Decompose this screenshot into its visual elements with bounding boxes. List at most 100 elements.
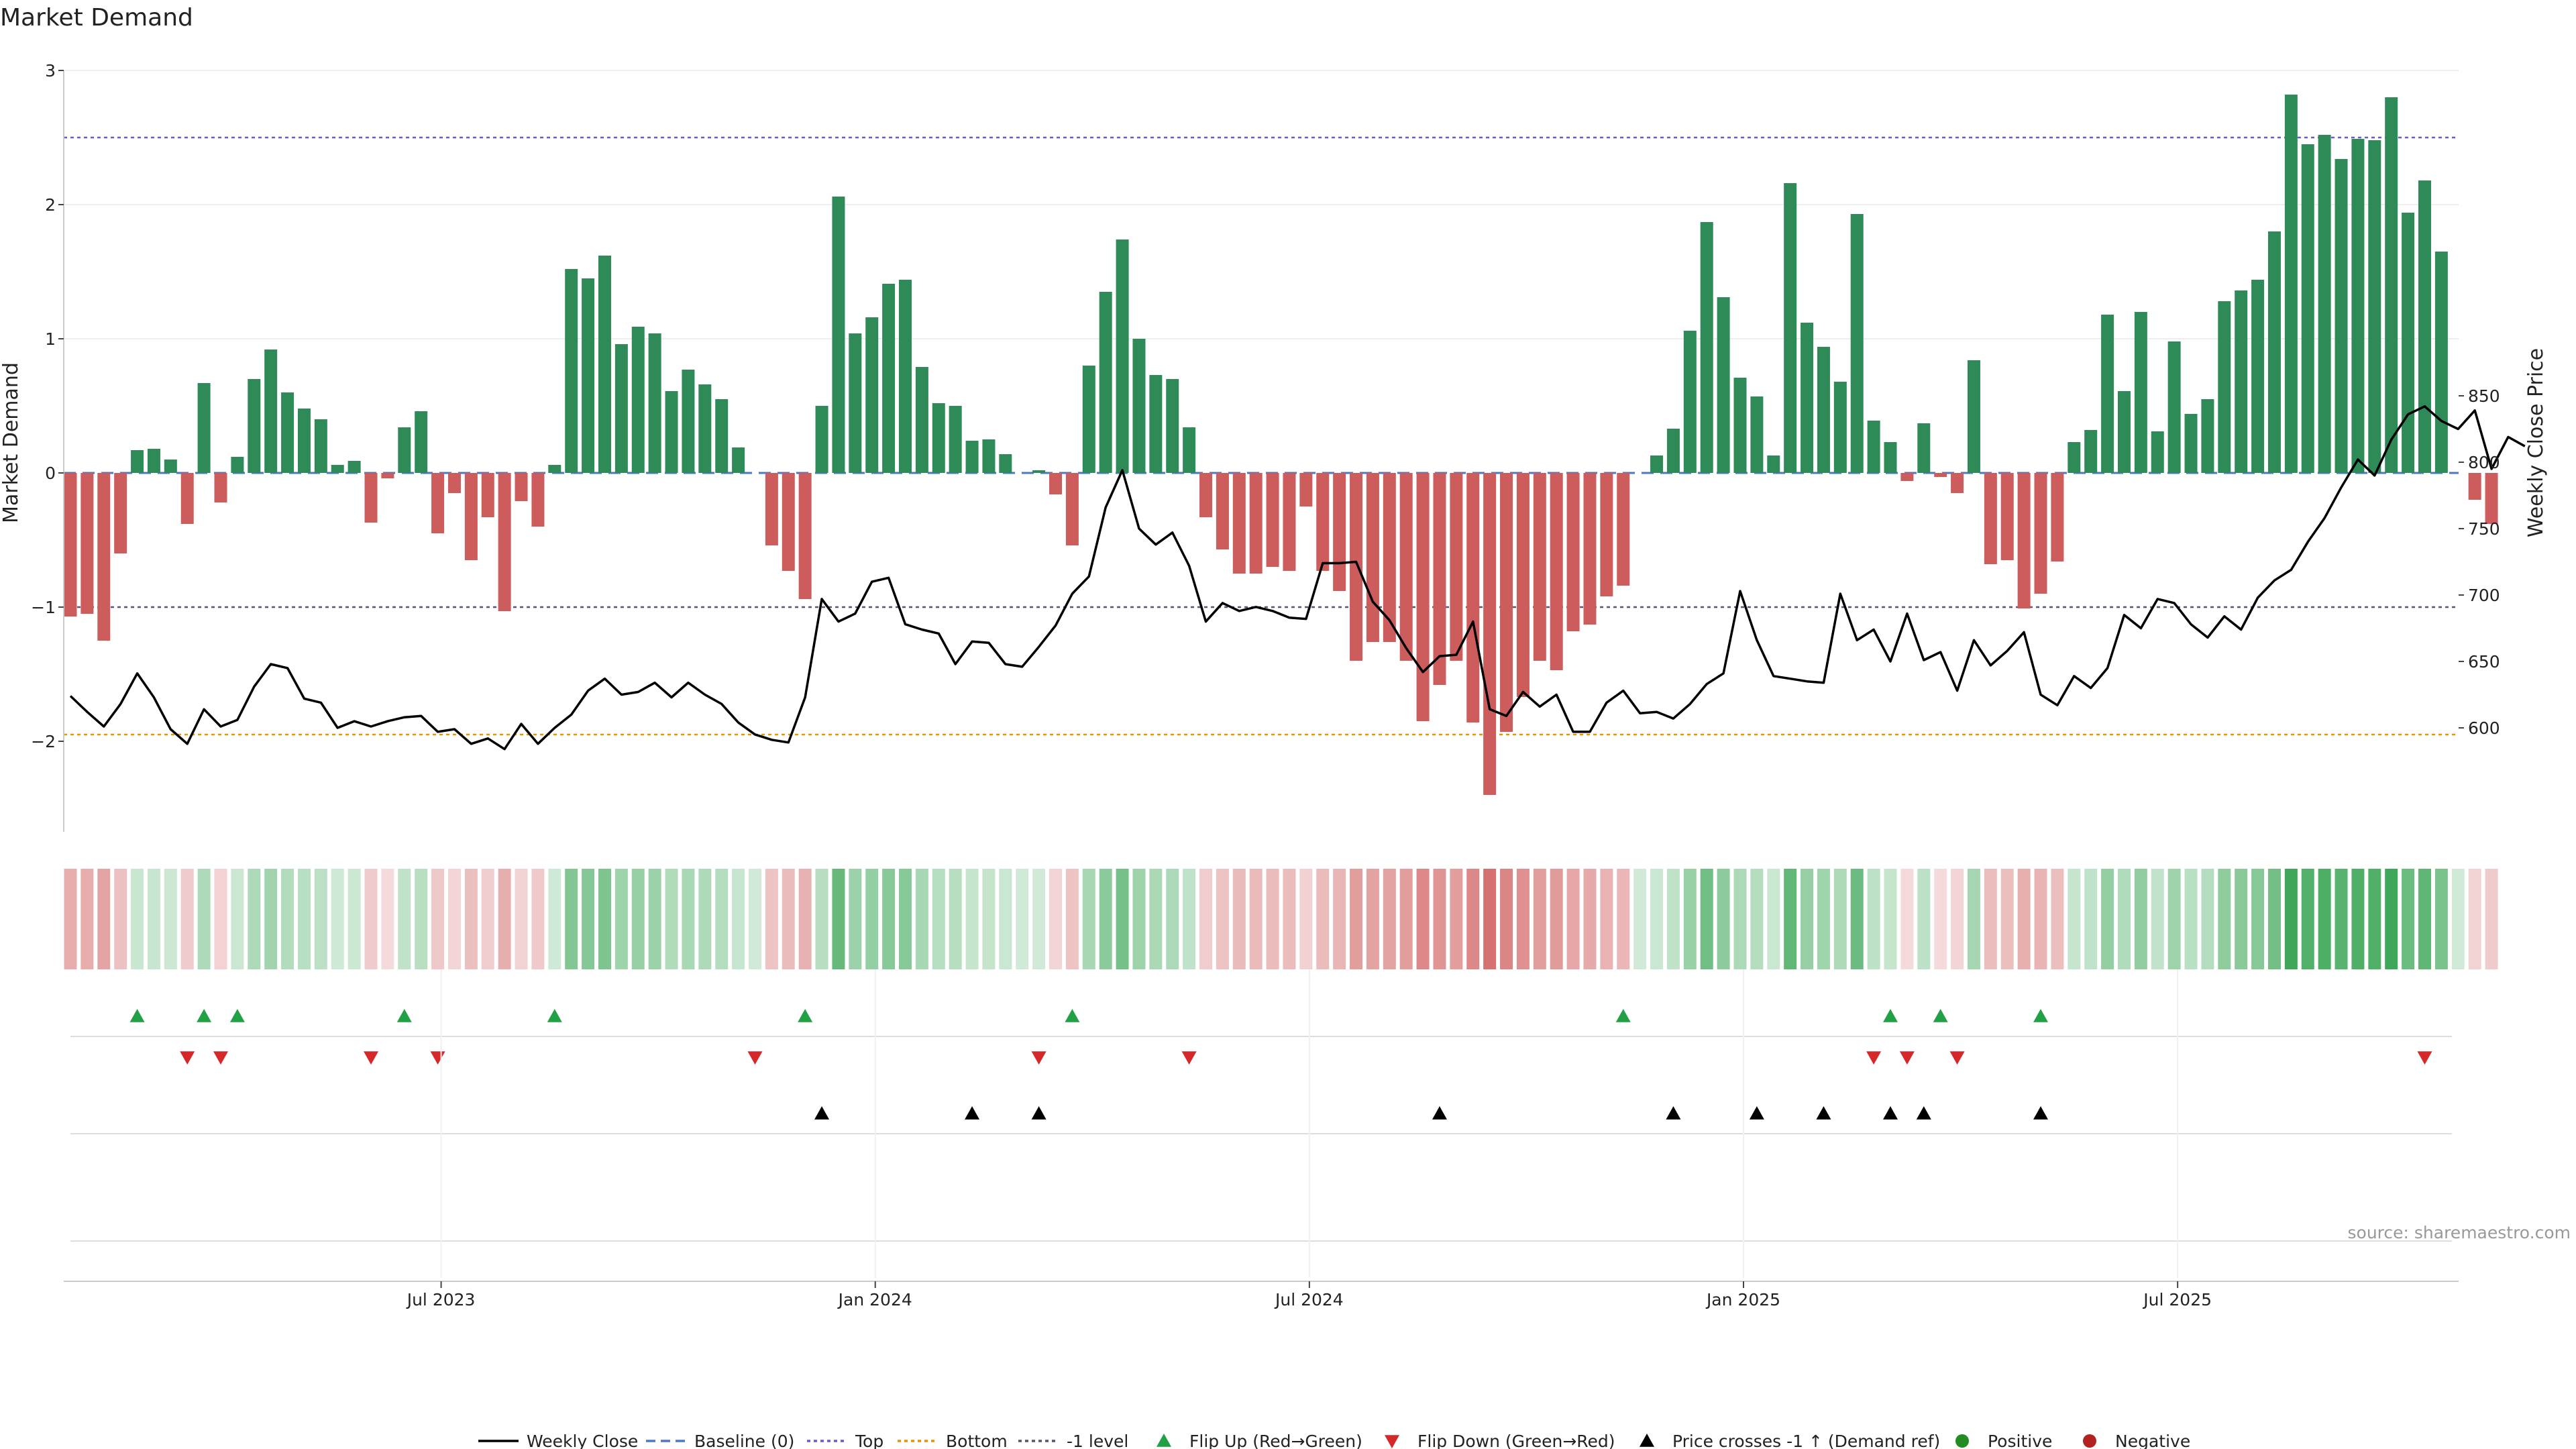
demand-bar	[849, 333, 862, 473]
demand-bar	[1116, 239, 1129, 473]
demand-bar	[732, 447, 745, 473]
heat-cell	[1016, 869, 1029, 969]
heat-cell	[732, 869, 745, 969]
demand-bar	[2468, 473, 2481, 500]
demand-bar	[982, 439, 996, 473]
demand-bar	[1350, 473, 1363, 661]
y-left-tick-label: 3	[45, 61, 56, 80]
demand-bar	[1299, 473, 1313, 506]
flip-down-marker	[1949, 1051, 1965, 1065]
demand-bar	[1383, 473, 1396, 642]
heat-cell	[531, 869, 545, 969]
demand-bar	[2134, 312, 2147, 473]
demand-bar	[2434, 252, 2448, 473]
heat-cell	[1099, 869, 1112, 969]
demand-bar	[999, 454, 1012, 473]
heat-cell	[2084, 869, 2098, 969]
heat-cell	[815, 869, 828, 969]
heat-cell	[1900, 869, 1914, 969]
demand-bar	[765, 473, 778, 545]
heat-cell	[2301, 869, 2314, 969]
heat-cell	[64, 869, 77, 969]
demand-bar	[164, 460, 177, 473]
heat-cell	[2167, 869, 2181, 969]
demand-bar	[2151, 431, 2164, 473]
demand-bar	[1650, 455, 1664, 473]
demand-bar	[1166, 379, 1179, 473]
demand-bar	[64, 473, 77, 616]
demand-bar	[782, 473, 795, 571]
price-cross-marker	[1916, 1106, 1931, 1120]
demand-bar	[2201, 399, 2214, 473]
flip-down-marker	[1866, 1051, 1882, 1065]
demand-bar	[1399, 473, 1413, 661]
heat-cell	[297, 869, 311, 969]
flip-down-marker	[213, 1051, 229, 1065]
demand-bar	[1700, 222, 1713, 473]
demand-bar	[498, 473, 511, 611]
demand-bar	[565, 269, 578, 473]
heat-cell	[2267, 869, 2281, 969]
heat-cell	[2385, 869, 2398, 969]
demand-bar	[1550, 473, 1563, 670]
grid-lines	[64, 70, 2459, 339]
heat-cell	[1266, 869, 1279, 969]
legend-positive-label: Positive	[1988, 1432, 2052, 1449]
heat-cell	[314, 869, 327, 969]
heat-cell	[631, 869, 645, 969]
heat-cell	[2218, 869, 2231, 969]
heat-cell	[782, 869, 795, 969]
heat-cell	[965, 869, 979, 969]
demand-bar	[114, 473, 127, 553]
demand-bar	[1366, 473, 1379, 642]
demand-bar	[515, 473, 528, 501]
demand-bar	[531, 473, 545, 527]
heat-cell	[1566, 869, 1580, 969]
x-tick-label: Jul 2025	[2142, 1290, 2212, 1309]
demand-bar	[1600, 473, 1613, 596]
heat-cell	[1032, 869, 1046, 969]
demand-bar	[949, 406, 962, 473]
demand-bar	[1884, 442, 1897, 473]
legend-weekly-close-label: Weekly Close	[527, 1432, 638, 1449]
heat-cell	[164, 869, 177, 969]
demand-bar	[1333, 473, 1346, 591]
heat-cell	[1717, 869, 1730, 969]
flip-down-marker	[180, 1051, 195, 1065]
heat-cell	[431, 869, 445, 969]
heat-cell	[1767, 869, 1780, 969]
heat-cell	[1065, 869, 1079, 969]
legend-negative-label: Negative	[2115, 1432, 2190, 1449]
heat-cell	[515, 869, 528, 969]
demand-bar	[2485, 473, 2498, 524]
heat-cell	[498, 869, 511, 969]
heat-cell	[2451, 869, 2465, 969]
demand-bar	[1433, 473, 1446, 685]
heat-cell	[1500, 869, 1513, 969]
demand-bar	[815, 406, 828, 473]
heat-cell	[1617, 869, 1630, 969]
x-tick-label: Jul 2024	[1274, 1290, 1344, 1309]
heat-cell	[2284, 869, 2298, 969]
demand-bar	[481, 473, 494, 517]
flip-up-marker	[396, 1009, 412, 1022]
heat-cell	[765, 869, 778, 969]
demand-bar	[248, 379, 261, 473]
heat-cell	[1801, 869, 1814, 969]
heat-cell	[899, 869, 912, 969]
demand-bar	[147, 449, 160, 473]
demand-bar	[1500, 473, 1513, 732]
heat-cell	[214, 869, 227, 969]
heat-cell	[2134, 869, 2147, 969]
heat-cell	[1299, 869, 1313, 969]
demand-bar	[1750, 396, 1764, 473]
heat-cell	[1466, 869, 1480, 969]
heat-cell	[1733, 869, 1747, 969]
price-cross-marker	[2033, 1106, 2049, 1120]
demand-bar	[548, 465, 561, 473]
demand-bar	[1149, 375, 1163, 473]
demand-bar	[682, 370, 695, 473]
demand-bar	[2218, 301, 2231, 473]
demand-bar	[197, 383, 211, 473]
